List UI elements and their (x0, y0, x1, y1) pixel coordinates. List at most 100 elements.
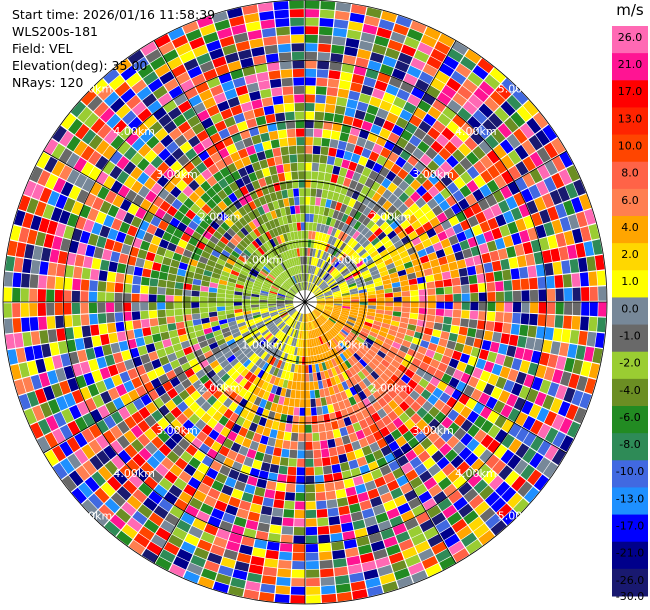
range-gate (332, 258, 339, 266)
range-gate (162, 99, 177, 113)
range-gate (262, 391, 271, 401)
range-gate (342, 327, 351, 334)
range-gate (460, 419, 473, 432)
range-gate (322, 353, 328, 362)
range-gate (289, 398, 295, 407)
range-gate (521, 400, 534, 415)
range-gate (362, 273, 372, 280)
range-gate (404, 395, 415, 407)
range-gate (116, 104, 131, 119)
range-gate (463, 206, 475, 219)
range-gate (122, 480, 138, 495)
range-gate (293, 338, 298, 347)
range-gate (335, 201, 343, 211)
range-gate (254, 334, 263, 342)
range-gate (295, 492, 305, 501)
range-gate (152, 195, 164, 208)
range-gate (133, 533, 150, 548)
range-gate (132, 489, 148, 504)
range-gate (425, 444, 439, 457)
range-gate (491, 260, 502, 272)
range-gate (275, 585, 291, 595)
range-gate (386, 112, 399, 124)
range-gate (328, 516, 341, 526)
range-gate (244, 12, 260, 24)
range-gate (374, 476, 386, 488)
range-gate (359, 295, 368, 299)
range-gate (88, 166, 102, 181)
range-gate (254, 318, 263, 324)
range-gate (313, 288, 321, 295)
range-gate (567, 343, 578, 359)
range-gate (217, 27, 233, 40)
range-gate (291, 432, 299, 442)
range-gate (542, 124, 558, 142)
range-gate (419, 519, 435, 533)
colorbar-tick-label: 4.0 (621, 221, 639, 234)
range-gate (185, 209, 196, 220)
range-gate (364, 480, 377, 492)
range-gate (310, 347, 314, 356)
range-gate (273, 104, 285, 114)
range-gate (335, 392, 343, 402)
range-gate (575, 345, 586, 360)
range-gate (324, 351, 331, 361)
range-gate (293, 85, 305, 95)
range-gate (63, 277, 73, 290)
range-gate (149, 278, 159, 287)
range-gate (316, 297, 325, 301)
range-gate (271, 258, 278, 267)
range-gate (318, 534, 331, 544)
range-gate (206, 355, 217, 364)
range-gate (231, 24, 247, 35)
range-gate (80, 161, 95, 177)
range-gate (306, 586, 321, 595)
range-gate (274, 594, 290, 603)
range-gate (506, 393, 518, 407)
range-gate (189, 401, 200, 413)
range-gate (192, 214, 203, 225)
range-gate (259, 10, 275, 21)
range-gate (291, 171, 299, 180)
range-gate (258, 196, 267, 206)
range-gate (323, 290, 332, 295)
range-gate (227, 7, 243, 19)
range-gate (146, 455, 160, 469)
range-gate (203, 97, 217, 109)
range-gate (271, 455, 281, 465)
range-gate (155, 527, 172, 541)
range-gate (447, 409, 460, 422)
range-gate (458, 326, 468, 336)
range-gate (522, 447, 537, 464)
range-gate (379, 100, 393, 112)
range-gate (264, 319, 273, 325)
range-gate (141, 548, 159, 563)
range-gate (361, 120, 373, 132)
range-gate (164, 193, 176, 205)
range-gate (312, 310, 319, 318)
range-gate (396, 137, 409, 149)
range-gate (430, 258, 440, 268)
range-gate (355, 245, 364, 254)
range-gate (425, 147, 438, 160)
range-gate (179, 141, 192, 154)
range-gate (307, 256, 310, 265)
range-gate (372, 254, 382, 262)
range-gate (284, 172, 292, 181)
range-gate (435, 345, 446, 355)
range-gate (262, 315, 271, 321)
range-gate (80, 279, 90, 291)
range-gate (453, 176, 466, 189)
range-gate (259, 592, 275, 602)
range-gate (360, 226, 370, 236)
range-gate (133, 328, 144, 339)
range-gate (480, 155, 494, 169)
range-gate (359, 298, 368, 302)
range-gate (238, 93, 251, 104)
range-gate (427, 342, 438, 352)
range-gate (192, 102, 206, 115)
range-gate (350, 355, 359, 364)
range-gate (240, 252, 250, 260)
range-gate (234, 312, 244, 317)
range-gate (364, 243, 374, 252)
